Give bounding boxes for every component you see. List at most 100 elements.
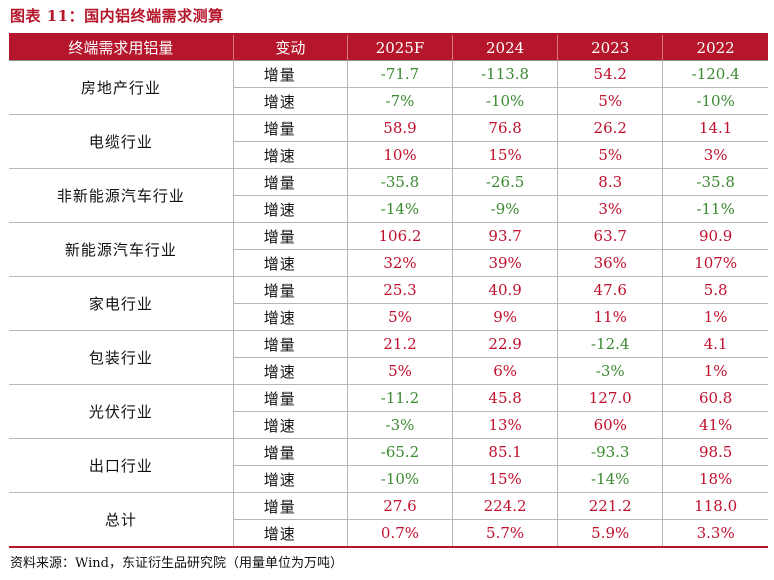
metric-cell: 增量 [232,492,348,520]
value-cell: 58.9 [346,114,454,142]
value-cell: 60% [557,411,664,439]
value-cell: -12.4 [557,330,664,358]
metric-cell: 增量 [232,222,348,250]
table-body: 房地产行业 增量 -71.7 -113.8 54.2 -120.4 增速 -7% -10% 5% -… [9,60,768,548]
table-row: 光伏行业 增量 -11.2 45.8 127.0 60.8 [9,384,768,439]
value-cell: 106.2 [346,222,454,250]
metric-cell: 增速 [233,195,348,223]
value-cell: 5% [346,357,454,385]
figure-title: 图表 11：国内铝终端需求测算 [10,7,224,25]
value-cell: 40.9 [452,276,559,304]
metric-cell: 增速 [233,519,348,548]
value-cell: -93.3 [557,438,664,466]
table-row: 增速 0.7% 5.7% 5.9% 3.3% [9,519,768,548]
value-cell: 60.8 [662,384,768,412]
table-row: 家电行业 增量 25.3 40.9 47.6 5.8 [9,276,768,331]
value-cell: 15% [452,465,559,493]
table-row: 增速 -14% -9% 3% -11% [9,195,768,223]
value-cell: -14% [346,195,454,223]
value-cell: -14% [557,465,664,493]
metric-cell: 增速 [233,141,348,169]
value-cell: 15% [452,141,559,169]
value-cell: 90.9 [662,222,768,250]
metric-cell: 增速 [233,249,348,277]
value-cell: -10% [346,465,454,493]
value-cell: 32% [346,249,454,277]
value-cell: -120.4 [662,60,768,88]
value-cell: 5% [557,87,664,115]
metric-cell: 增量 [232,438,348,466]
value-cell: 224.2 [452,492,559,520]
metric-cell: 增速 [233,303,348,331]
value-cell: 3.3% [662,519,768,548]
metric-cell: 增速 [233,465,348,493]
demand-table: 终端需求用铝量 变动 2025F 2024 2023 2022 房地产行业 增量 -… [9,33,768,548]
value-cell: 1% [662,303,768,331]
value-cell: 4.1 [662,330,768,358]
value-cell: -65.2 [346,438,454,466]
value-cell: 10% [346,141,454,169]
value-cell: -3% [557,357,664,385]
value-cell: -35.8 [662,168,768,196]
metric-cell: 增量 [232,60,348,88]
value-cell: 27.6 [346,492,454,520]
header-change: 变动 [232,34,348,61]
value-cell: 76.8 [452,114,559,142]
value-cell: 5.9% [557,519,664,548]
value-cell: 22.9 [452,330,559,358]
value-cell: 45.8 [452,384,559,412]
table-row: 非新能源汽车行业 增量 -35.8 -26.5 8.3 -35.8 [9,168,768,223]
value-cell: 21.2 [346,330,454,358]
value-cell: -11.2 [346,384,454,412]
value-cell: 54.2 [557,60,664,88]
table-row: 出口行业 增量 -65.2 85.1 -93.3 98.5 [9,438,768,493]
value-cell: 127.0 [557,384,664,412]
table-row: 房地产行业 增量 -71.7 -113.8 54.2 -120.4 [9,60,768,115]
table-row: 增速 10% 15% 5% 3% [9,141,768,169]
table-row: 增速 32% 39% 36% 107% [9,249,768,277]
value-cell: 85.1 [452,438,559,466]
header-2023: 2023 [557,34,663,61]
value-cell: -113.8 [452,60,559,88]
value-cell: 107% [662,249,768,277]
category-cell: 包装行业 [9,330,234,385]
value-cell: 36% [557,249,664,277]
value-cell: 98.5 [662,438,768,466]
value-cell: -7% [346,87,454,115]
table-row: 电缆行业 增量 58.9 76.8 26.2 14.1 [9,114,768,169]
metric-cell: 增速 [233,411,348,439]
metric-cell: 增速 [233,87,348,115]
table-row: 增速 5% 9% 11% 1% [9,303,768,331]
table-row: 总计 增量 27.6 224.2 221.2 118.0 [9,492,768,548]
table-row: 增速 -3% 13% 60% 41% [9,411,768,439]
value-cell: 63.7 [557,222,664,250]
value-cell: -35.8 [346,168,454,196]
source-note: 资料来源：Wind，东证衍生品研究院（用量单位为万吨） [10,556,343,571]
value-cell: 118.0 [662,492,768,520]
category-cell: 出口行业 [9,438,234,493]
value-cell: 18% [662,465,768,493]
value-cell: 3% [557,195,664,223]
value-cell: 6% [452,357,559,385]
header-category: 终端需求用铝量 [9,34,234,61]
metric-cell: 增量 [232,168,348,196]
value-cell: 93.7 [452,222,559,250]
value-cell: 221.2 [557,492,664,520]
value-cell: -26.5 [452,168,559,196]
category-cell: 家电行业 [9,276,234,331]
category-cell: 电缆行业 [9,114,234,169]
value-cell: -9% [452,195,559,223]
category-cell: 总计 [9,492,234,548]
value-cell: 26.2 [557,114,664,142]
value-cell: 8.3 [557,168,664,196]
value-cell: 13% [452,411,559,439]
value-cell: 25.3 [346,276,454,304]
value-cell: 14.1 [662,114,768,142]
value-cell: 3% [662,141,768,169]
value-cell: -10% [452,87,559,115]
table-row: 增速 -10% 15% -14% 18% [9,465,768,493]
value-cell: 9% [452,303,559,331]
metric-cell: 增量 [232,276,348,304]
value-cell: -11% [662,195,768,223]
table-row: 包装行业 增量 21.2 22.9 -12.4 4.1 [9,330,768,385]
